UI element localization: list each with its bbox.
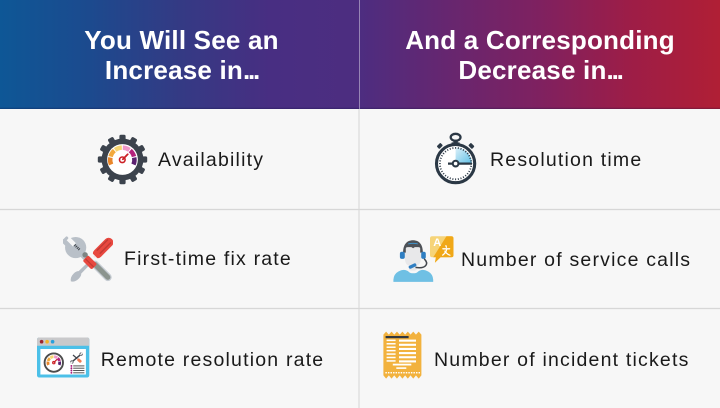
svg-text:A: A: [433, 237, 441, 249]
